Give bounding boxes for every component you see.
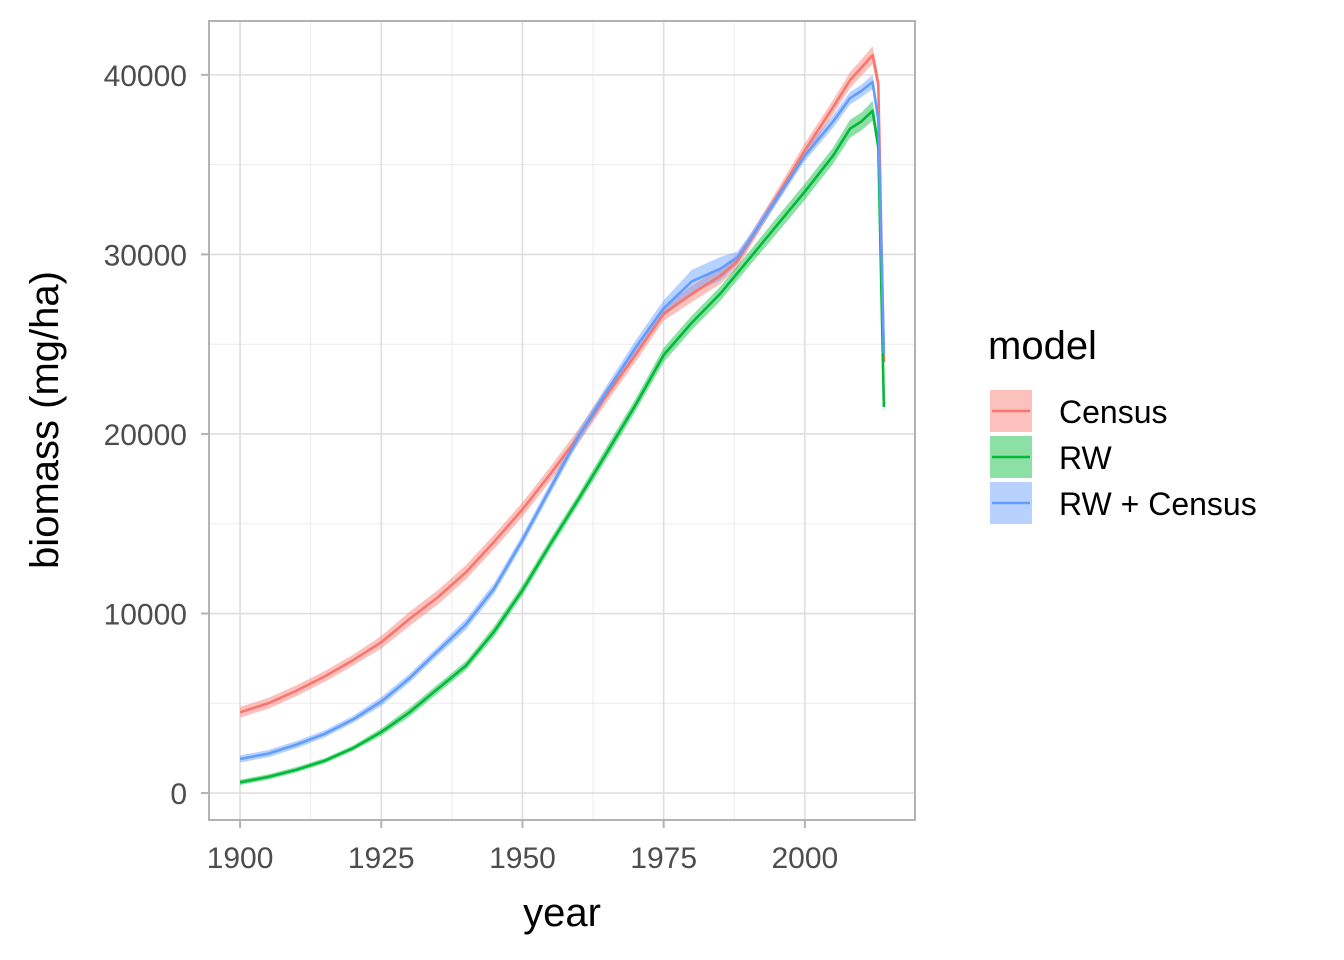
y-tick-label: 20000 bbox=[104, 419, 187, 452]
y-tick-label: 30000 bbox=[104, 239, 187, 272]
x-tick-label: 1900 bbox=[207, 842, 274, 875]
grid-layer bbox=[209, 21, 915, 820]
line-layer bbox=[239, 53, 886, 784]
y-tick-label: 10000 bbox=[104, 599, 187, 632]
plot-border bbox=[208, 20, 916, 821]
y-axis: 0 10000 20000 30000 40000 bbox=[104, 60, 209, 811]
legend: model Census RW RW + Census bbox=[988, 324, 1257, 524]
legend-item: RW bbox=[990, 436, 1113, 478]
legend-item: RW + Census bbox=[990, 482, 1257, 524]
y-tick-label: 40000 bbox=[104, 60, 187, 93]
y-tick-label: 0 bbox=[170, 778, 187, 811]
plot-panel bbox=[209, 21, 915, 820]
series-line bbox=[239, 80, 886, 761]
band-layer bbox=[240, 46, 884, 785]
x-axis-title: year bbox=[523, 891, 601, 935]
x-tick-label: 1975 bbox=[630, 842, 697, 875]
legend-title: model bbox=[988, 324, 1097, 368]
x-axis: 1900 1925 1950 1975 2000 bbox=[207, 820, 838, 875]
series-band bbox=[240, 74, 884, 763]
legend-item: Census bbox=[990, 390, 1168, 432]
x-tick-label: 1950 bbox=[489, 842, 556, 875]
series-line bbox=[239, 53, 886, 714]
legend-label: RW + Census bbox=[1059, 486, 1257, 522]
x-tick-label: 2000 bbox=[771, 842, 838, 875]
series-line bbox=[239, 109, 886, 784]
x-tick-label: 1925 bbox=[348, 842, 415, 875]
legend-keys: Census RW RW + Census bbox=[990, 390, 1257, 524]
series-band bbox=[240, 100, 884, 785]
legend-label: Census bbox=[1059, 394, 1168, 430]
y-axis-title: biomass (mg/ha) bbox=[23, 271, 67, 569]
legend-label: RW bbox=[1059, 440, 1113, 476]
